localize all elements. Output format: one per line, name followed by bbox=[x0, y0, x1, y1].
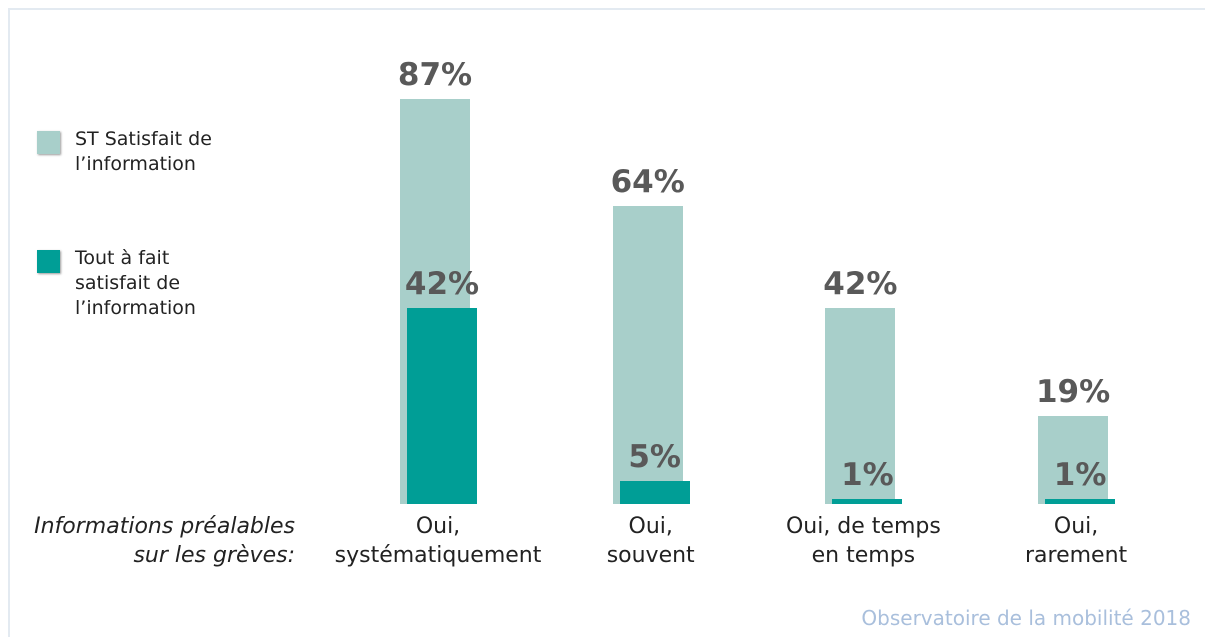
source: Observatoire de la mobilité 2018 bbox=[861, 606, 1191, 630]
bar bbox=[825, 308, 896, 504]
bar bbox=[619, 480, 690, 504]
bar bbox=[612, 206, 683, 504]
legend-swatch bbox=[37, 131, 60, 154]
value-label: 1% bbox=[841, 457, 894, 494]
bar bbox=[1045, 499, 1116, 504]
value-label: 1% bbox=[1053, 457, 1107, 494]
value-label: 42% bbox=[404, 266, 480, 303]
x-tick-label: Oui, systématiquement bbox=[334, 514, 542, 568]
value-label: 64% bbox=[610, 164, 685, 201]
value-label: 5% bbox=[628, 438, 681, 475]
x-tick-label: Oui, souvent bbox=[606, 514, 695, 568]
frame bbox=[8, 8, 1205, 637]
legend-label: ST Satisfait de l’information bbox=[75, 128, 212, 175]
value-label: 42% bbox=[823, 266, 898, 303]
bar bbox=[407, 308, 477, 504]
legend-label: Tout à fait satisfait de l’information bbox=[75, 247, 196, 319]
x-tick-label: Oui, rarement bbox=[1025, 514, 1128, 568]
legend-swatch bbox=[37, 250, 60, 273]
bar bbox=[1038, 415, 1109, 504]
value-label: 19% bbox=[1035, 373, 1111, 410]
bar bbox=[832, 499, 903, 504]
x-tick-label: Oui, de temps en temps bbox=[785, 514, 941, 568]
value-label: 87% bbox=[397, 57, 473, 93]
axis-label: Informations préalables sur les grèves: bbox=[34, 514, 295, 568]
